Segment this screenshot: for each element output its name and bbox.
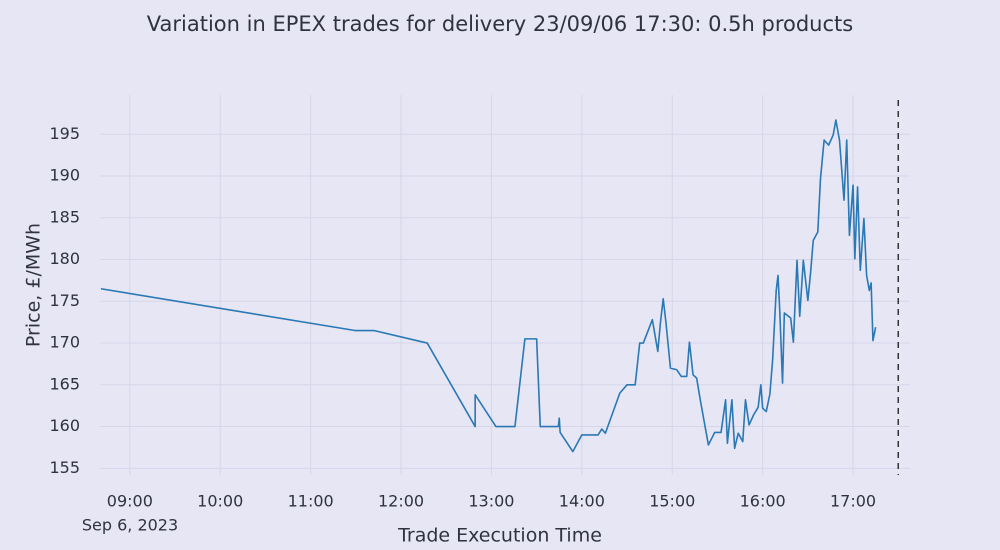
x-tick-label: 11:00 — [288, 492, 334, 511]
x-axis-label: Trade Execution Time — [397, 525, 602, 547]
y-tick-label: 195 — [49, 124, 80, 143]
x-tick-label: 14:00 — [559, 492, 605, 511]
chart-title: Variation in EPEX trades for delivery 23… — [147, 12, 853, 36]
x-tick-label: 13:00 — [468, 492, 514, 511]
x-tick-label: 10:00 — [197, 492, 243, 511]
date-label: Sep 6, 2023 — [82, 516, 178, 535]
x-tick-label: 17:00 — [830, 492, 876, 511]
y-tick-label: 180 — [49, 249, 80, 268]
y-axis-label: Price, £/MWh — [23, 223, 45, 347]
x-tick-label: 16:00 — [740, 492, 786, 511]
y-tick-label: 190 — [49, 166, 80, 185]
x-tick-label: 09:00 — [107, 492, 153, 511]
y-tick-label: 185 — [49, 207, 80, 226]
y-tick-label: 165 — [49, 374, 80, 393]
y-tick-label: 160 — [49, 416, 80, 435]
x-tick-label: 12:00 — [378, 492, 424, 511]
x-tick-label: 15:00 — [649, 492, 695, 511]
data-line — [100, 119, 877, 453]
y-tick-label: 175 — [49, 291, 80, 310]
y-tick-label: 170 — [49, 333, 80, 352]
y-tick-label: 155 — [49, 458, 80, 477]
